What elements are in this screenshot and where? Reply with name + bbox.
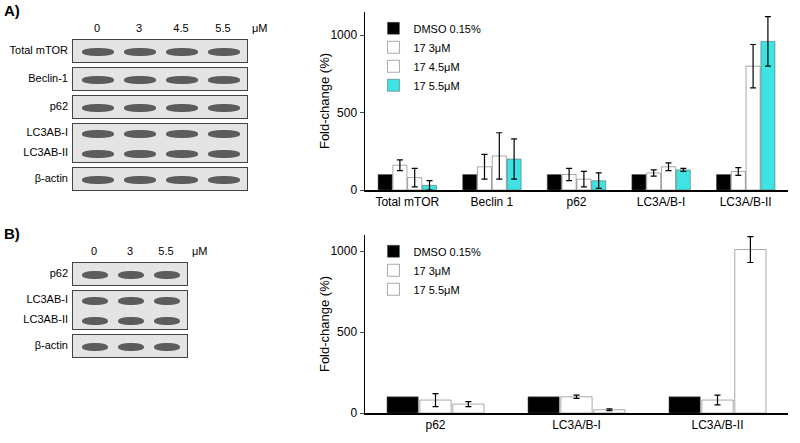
svg-text:DMSO 0.15%: DMSO 0.15% [413, 23, 480, 35]
svg-text:Fold-change (%): Fold-change (%) [317, 53, 332, 149]
html-text:LC3AB-II: LC3AB-II [23, 313, 68, 325]
html-text:B): B) [4, 225, 20, 242]
html-text:5.5: 5.5 [215, 22, 231, 34]
html-text:p62: p62 [49, 267, 68, 279]
html-text:Total mTOR: Total mTOR [9, 44, 68, 56]
html-text:3: 3 [135, 22, 143, 34]
html-text:β-actin: β-actin [34, 172, 68, 184]
svg-text:500: 500 [337, 106, 357, 120]
svg-text:LC3A/B-II: LC3A/B-II [720, 195, 772, 209]
svg-text:1000: 1000 [330, 244, 357, 258]
svg-text:Beclin 1: Beclin 1 [471, 195, 514, 209]
svg-text:LC3A/B-I: LC3A/B-I [552, 418, 601, 432]
html-text:LC3AB-II: LC3AB-II [23, 146, 68, 158]
svg-text:17 3μM: 17 3μM [413, 42, 450, 54]
html-text:0: 0 [90, 245, 98, 257]
svg-text:p62: p62 [425, 418, 445, 432]
html-text:4.5: 4.5 [173, 22, 189, 34]
svg-text:1000: 1000 [330, 28, 357, 42]
svg-text:LC3A/B-I: LC3A/B-I [637, 195, 686, 209]
html-text:LC3AB-I: LC3AB-I [26, 293, 68, 305]
svg-text:p62: p62 [566, 195, 586, 209]
svg-text:17 4.5μM: 17 4.5μM [413, 61, 459, 73]
html-text:p62: p62 [49, 100, 68, 112]
html-text:μM: μM [252, 22, 268, 34]
html-text:3: 3 [126, 245, 134, 257]
svg-text:Total mTOR: Total mTOR [375, 195, 439, 209]
html-text:β-actin: β-actin [34, 339, 68, 351]
html-text:Beclin-1: Beclin-1 [28, 72, 68, 84]
svg-text:17 5.5μM: 17 5.5μM [413, 80, 459, 92]
svg-text:Fold-change (%): Fold-change (%) [317, 276, 332, 372]
svg-text:DMSO 0.15%: DMSO 0.15% [413, 246, 480, 258]
svg-text:0: 0 [350, 183, 357, 197]
html-text:A): A) [4, 2, 20, 19]
html-text:μM: μM [192, 245, 208, 257]
html-text:LC3AB-I: LC3AB-I [26, 126, 68, 138]
svg-text:500: 500 [337, 325, 357, 339]
svg-text:17 3μM: 17 3μM [413, 265, 450, 277]
html-text:5.5: 5.5 [158, 245, 174, 257]
svg-text:LC3A/B-II: LC3A/B-II [691, 418, 743, 432]
html-text:0: 0 [93, 22, 101, 34]
svg-text:17 5.5μM: 17 5.5μM [413, 284, 459, 296]
svg-text:0: 0 [350, 406, 357, 420]
